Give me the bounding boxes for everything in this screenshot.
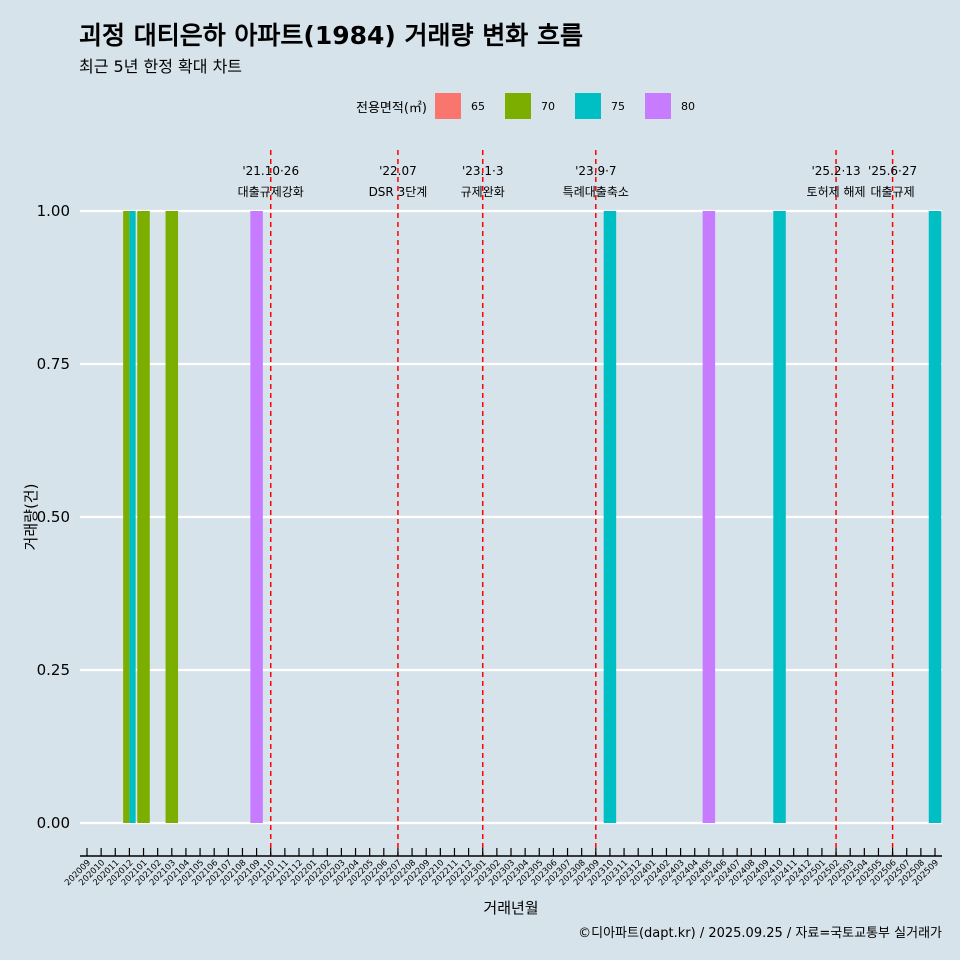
event-date-label: '23.1·3 [462, 164, 503, 178]
legend: 전용면적(㎡) 65 70 75 80 [356, 93, 715, 119]
event-description-label: 특례대출축소 [563, 185, 629, 199]
event-date-label: '22.07 [379, 164, 417, 178]
y-axis-title: 거래량(건) [22, 484, 40, 551]
legend-label-65: 65 [470, 99, 485, 113]
chart-title: 괴정 대티은하 아파트(1984) 거래량 변화 흐름 [79, 21, 583, 50]
y-tick-label: 0.75 [37, 355, 70, 373]
bar-202405-80 [702, 211, 716, 823]
bar-202310-75 [603, 211, 617, 823]
y-tick-label: 1.00 [37, 202, 70, 220]
legend-label-75: 75 [610, 99, 625, 113]
legend-swatch-80 [644, 93, 671, 119]
y-tick-label: 0.25 [37, 661, 70, 679]
legend-label-70: 70 [540, 99, 555, 113]
event-date-label: '21.10·26 [242, 164, 299, 178]
chart-subtitle: 최근 5년 한정 확대 차트 [79, 57, 243, 76]
x-axis-title: 거래년월 [483, 899, 538, 917]
y-tick-label: 0.50 [37, 508, 70, 526]
event-description-label: 대출규제강화 [238, 185, 304, 199]
legend-swatch-75 [574, 93, 601, 119]
caption: ©디아파트(dapt.kr) / 2025.09.25 / 자료=국토교통부 실… [578, 926, 942, 941]
bar-202012-70 [123, 211, 130, 823]
bar-202109-80 [250, 211, 263, 823]
event-description-label: 토허제 해제 [807, 185, 866, 199]
legend-swatch-65 [434, 93, 461, 119]
event-description-label: 대출규제 [871, 185, 915, 199]
event-description-label: DSR 3단계 [369, 185, 428, 199]
bar-202012-75 [129, 211, 136, 823]
event-date-label: '25.6·27 [868, 164, 917, 178]
bar-202103-70 [165, 211, 179, 823]
bar-202509-75 [928, 211, 942, 823]
legend-title: 전용면적(㎡) [356, 100, 427, 116]
bar-202101-70 [137, 211, 150, 823]
legend-label-80: 80 [680, 99, 695, 113]
event-description-label: 규제완화 [461, 185, 505, 199]
event-date-label: '23.9·7 [575, 164, 616, 178]
event-date-label: '25.2·13 [812, 164, 861, 178]
y-tick-label: 0.00 [37, 814, 70, 832]
bar-202410-75 [773, 211, 786, 823]
legend-swatch-70 [504, 93, 531, 119]
